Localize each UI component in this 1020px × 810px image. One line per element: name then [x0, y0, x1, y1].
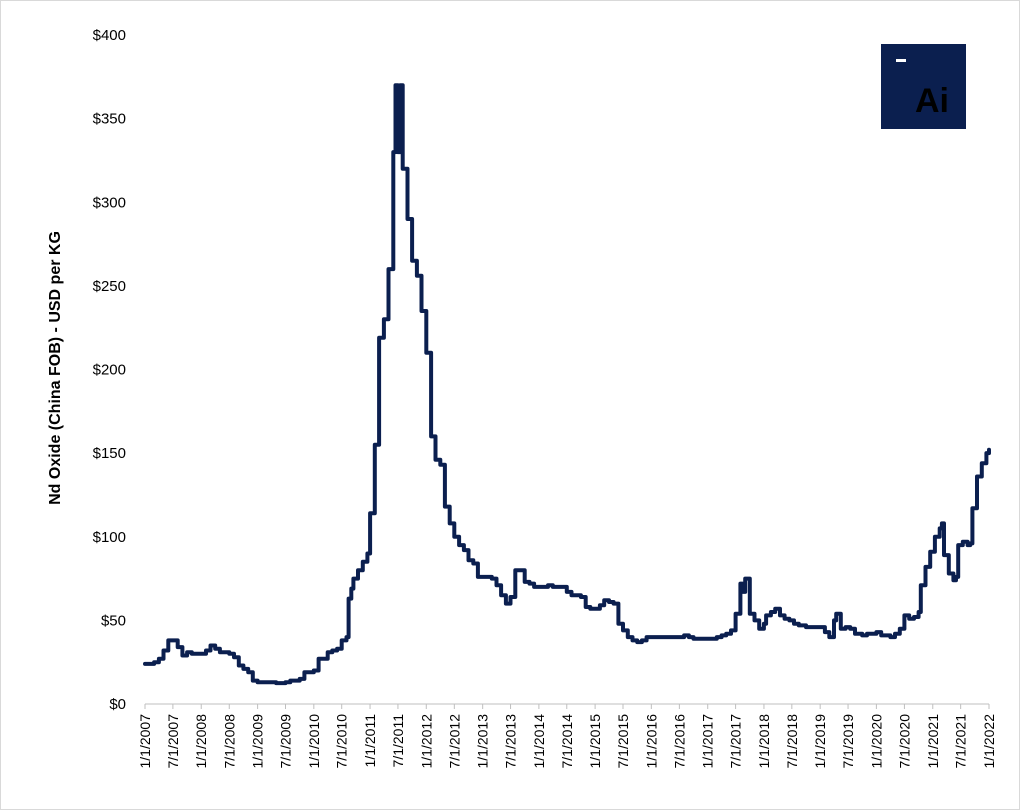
logo-text: Ai	[915, 82, 949, 120]
x-tick-label: 7/1/2018	[784, 714, 800, 769]
x-tick-label: 1/1/2021	[925, 714, 941, 769]
x-tick-label: 7/1/2016	[671, 714, 687, 769]
x-tick-label: 1/1/2016	[643, 714, 659, 769]
x-tick-label: 7/1/2017	[728, 714, 744, 769]
y-tick-label: $0	[109, 696, 126, 713]
x-tick-label: 7/1/2007	[165, 714, 181, 769]
x-tick-label: 1/1/2020	[868, 714, 884, 769]
x-tick-label: 7/1/2012	[446, 714, 462, 769]
y-tick-label: $200	[93, 362, 126, 379]
y-tick-label: $50	[101, 612, 126, 629]
x-tick-label: 1/1/2015	[587, 714, 603, 769]
y-tick-label: $350	[93, 111, 126, 128]
y-tick-label: $300	[93, 194, 126, 211]
logo: Ai	[881, 44, 966, 129]
x-tick-label: 1/1/2013	[475, 714, 491, 769]
x-tick-label: 1/1/2010	[306, 714, 322, 769]
x-tick-label: 1/1/2011	[362, 714, 378, 768]
x-tick-label: 7/1/2011	[390, 714, 406, 768]
y-axis-label: Nd Oxide (China FOB) - USD per KG	[47, 231, 64, 505]
x-tick-label: 1/1/2018	[756, 714, 772, 769]
x-tick-label: 7/1/2008	[221, 714, 237, 769]
x-tick-label: 1/1/2009	[250, 714, 266, 769]
x-tick-label: 7/1/2015	[615, 714, 631, 769]
y-tick-label: $250	[93, 278, 126, 295]
x-tick-label: 1/1/2008	[193, 714, 209, 769]
x-tick-label: 1/1/2012	[418, 714, 434, 769]
x-axis-tick-marks	[144, 704, 990, 709]
logo-background	[881, 44, 966, 129]
x-tick-label: 7/1/2019	[840, 714, 856, 769]
logo-dash-mark	[896, 59, 906, 62]
series-line-nd-oxide-price	[143, 83, 991, 686]
x-tick-label: 1/1/2014	[531, 714, 547, 769]
x-tick-label: 1/1/2019	[812, 714, 828, 769]
x-tick-label: 7/1/2020	[896, 714, 912, 769]
y-tick-label: $400	[93, 27, 126, 44]
x-tick-label: 1/1/2007	[137, 714, 153, 769]
y-tick-label: $100	[93, 529, 126, 546]
x-tick-label: 7/1/2010	[334, 714, 350, 769]
x-axis-ticks: 1/1/2007 7/1/2007 1/1/2008 7/1/2008 1/1/2009…	[137, 714, 997, 769]
x-tick-label: 1/1/2022	[981, 714, 997, 769]
x-tick-label: 7/1/2009	[277, 714, 293, 769]
x-tick-label: 7/1/2014	[559, 714, 575, 769]
x-tick-label: 7/1/2021	[953, 714, 969, 769]
x-tick-label: 7/1/2013	[503, 714, 519, 769]
y-tick-label: $150	[93, 445, 126, 462]
y-axis-ticks: $0 $50 $100 $150 $200 $250 $300 $350 $400	[93, 27, 126, 713]
x-tick-label: 1/1/2017	[700, 714, 716, 769]
